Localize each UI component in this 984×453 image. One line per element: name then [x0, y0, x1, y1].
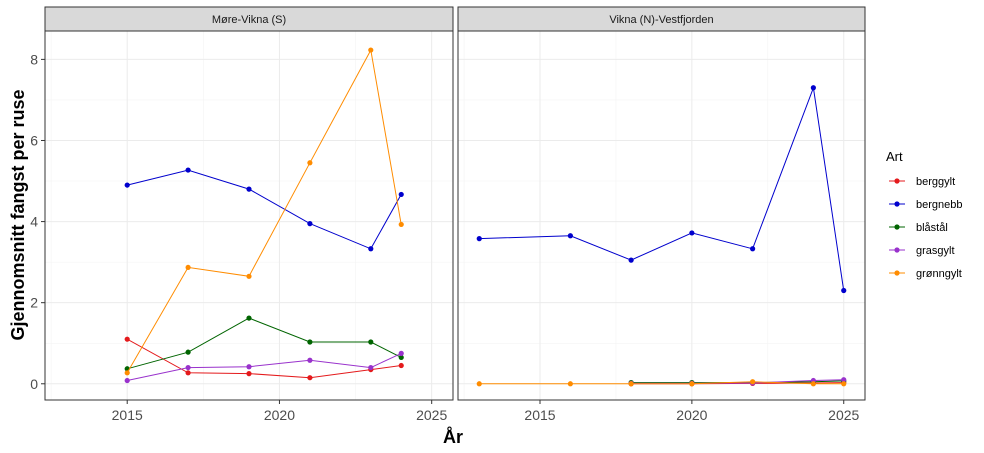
data-point-blåstål — [368, 339, 374, 345]
series-line-blåstål — [127, 317, 402, 370]
data-point-bergnebb — [567, 233, 573, 239]
data-point-berggylt — [398, 362, 404, 369]
data-point-grønngylt — [567, 381, 573, 387]
panel-background — [458, 31, 865, 400]
y-tick-label: 0 — [30, 376, 38, 392]
data-point-berggylt — [246, 371, 252, 377]
x-tick-label: 2015 — [524, 407, 555, 423]
data-point-bergnebb — [307, 221, 313, 227]
legend-item-grasgylt: grasgylt — [889, 245, 955, 257]
data-point-bergnebb — [246, 186, 252, 192]
data-point-bergnebb — [841, 287, 847, 294]
panel-background — [45, 31, 453, 400]
data-point-bergnebb — [368, 246, 374, 252]
series-line-grønngylt — [126, 48, 402, 374]
data-point-bergnebb — [124, 182, 130, 188]
data-point-berggylt — [307, 375, 313, 381]
data-point-grasgylt — [307, 357, 313, 363]
legend-label: blåstål — [916, 222, 948, 234]
legend-key-point — [894, 201, 900, 207]
legend-label: grasgylt — [916, 245, 955, 257]
series-line-bergnebb — [127, 169, 402, 250]
legend: berggylt bergnebb blåstål grasgylt grønngylt — [889, 176, 963, 280]
legend-title: Art — [886, 149, 903, 164]
y-tick-label: 6 — [30, 132, 38, 148]
data-point-grønngylt — [689, 381, 695, 387]
x-tick-label: 2025 — [416, 407, 447, 423]
data-point-grasgylt — [841, 377, 847, 383]
data-point-grasgylt — [398, 350, 404, 356]
x-axis-title: År — [443, 427, 463, 447]
legend-key-point — [894, 224, 900, 230]
legend-label: berggylt — [916, 176, 955, 188]
facet-1: Møre-Vikna (S) 2015 2020 2025 0 2 4 6 8 — [30, 6, 454, 423]
data-point-berggylt — [185, 370, 191, 376]
series-line-grasgylt — [127, 352, 402, 381]
data-point-grønngylt — [398, 221, 404, 228]
y-tick-label: 8 — [30, 51, 38, 67]
data-point-bergnebb — [750, 246, 756, 252]
x-tick-label: 2025 — [828, 407, 859, 423]
legend-item-blåstål: blåstål — [889, 222, 948, 234]
panel-border — [44, 30, 454, 401]
legend-key-point — [894, 247, 900, 253]
legend-key-point — [894, 178, 900, 184]
legend-item-grønngylt: grønngylt — [889, 268, 962, 280]
panel-border — [457, 30, 866, 401]
data-point-grønngylt — [124, 370, 130, 376]
data-point-grasgylt — [246, 364, 252, 370]
data-point-grønngylt — [841, 381, 847, 387]
data-point-grasgylt — [124, 377, 130, 384]
data-point-berggylt — [124, 336, 130, 342]
facet-strip-label: Vikna (N)-Vestfjorden — [609, 14, 713, 26]
x-tick-label: 2015 — [112, 407, 143, 423]
data-point-blåstål — [246, 315, 252, 321]
data-point-bergnebb — [628, 257, 634, 263]
data-point-blåstål — [185, 349, 191, 355]
data-point-grønngylt — [307, 160, 313, 166]
data-point-grønngylt — [810, 381, 816, 387]
x-tick-label: 2020 — [676, 407, 707, 423]
legend-key-point — [894, 270, 900, 276]
facet-2: Vikna (N)-Vestfjorden 2015 2020 2025 — [457, 6, 866, 423]
data-point-grønngylt — [368, 47, 374, 53]
data-point-bergnebb — [185, 167, 191, 173]
legend-item-bergnebb: bergnebb — [889, 199, 963, 211]
data-point-bergnebb — [810, 85, 816, 91]
facet-strip-label: Møre-Vikna (S) — [212, 14, 286, 26]
series-line-berggylt — [126, 338, 402, 379]
data-point-grønngylt — [628, 381, 634, 387]
data-point-grasgylt — [185, 364, 191, 371]
x-tick-label: 2020 — [264, 407, 295, 423]
y-tick-label: 2 — [30, 295, 38, 311]
legend-label: bergnebb — [916, 199, 963, 211]
data-point-bergnebb — [689, 230, 695, 236]
data-point-bergnebb — [398, 191, 404, 198]
y-axis-title: Gjennomsnitt fangst per ruse — [8, 89, 28, 340]
facet-strip — [44, 6, 454, 32]
y-tick-label: 4 — [30, 214, 38, 230]
legend-item-berggylt: berggylt — [889, 176, 955, 188]
legend-label: grønngylt — [916, 268, 962, 280]
data-point-grønngylt — [185, 264, 191, 271]
facet-strip — [457, 6, 866, 32]
data-point-blåstål — [307, 339, 313, 345]
data-point-grønngylt — [750, 379, 756, 385]
data-point-grønngylt — [246, 273, 252, 279]
data-point-grasgylt — [368, 364, 374, 371]
data-point-blåstål — [398, 354, 404, 361]
data-point-grønngylt — [476, 381, 482, 387]
data-point-bergnebb — [476, 236, 482, 242]
